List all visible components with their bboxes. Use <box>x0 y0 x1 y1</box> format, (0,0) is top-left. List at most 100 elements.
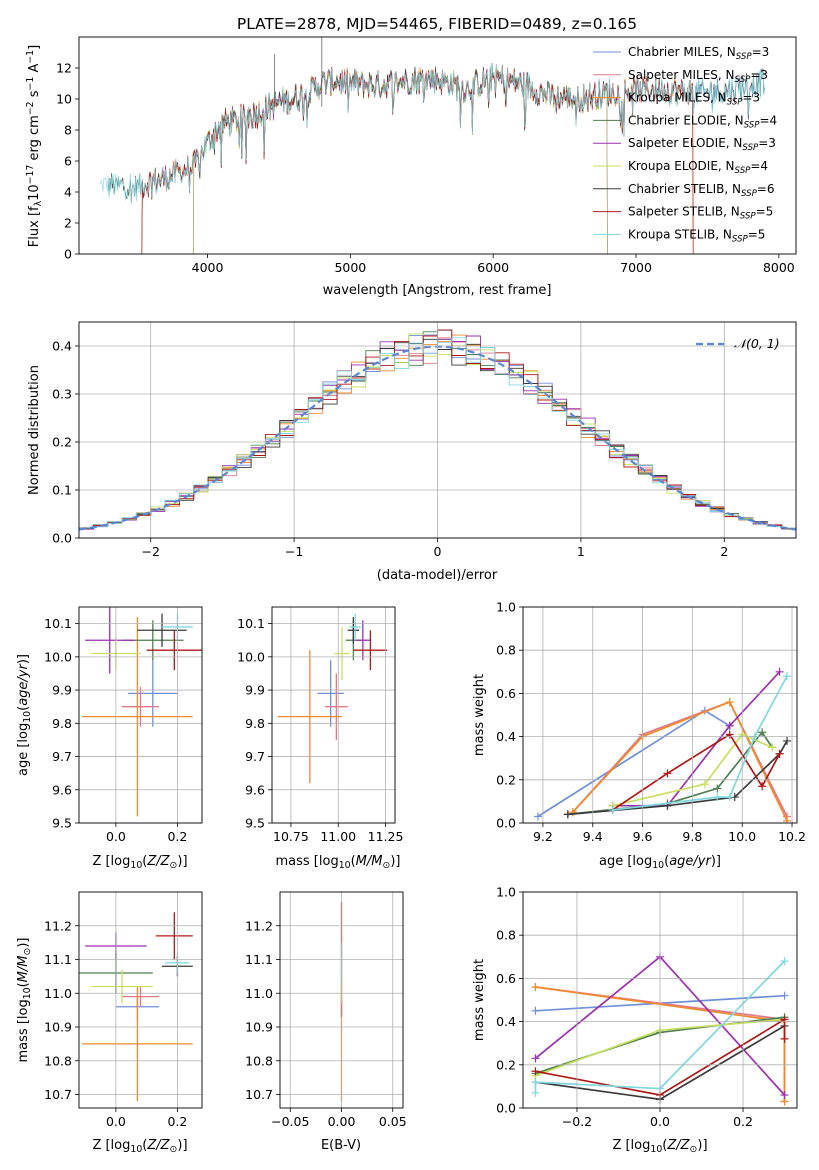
spectrum-panel: 4000 5000 6000 7000 8000 0 2 4 6 8 10 12 Chabrier MI… <box>25 36 797 298</box>
weight_vs_Z-ytick-label: 1.0 <box>496 885 516 900</box>
mass_vs_Z-ytick-label: 10.8 <box>44 1053 72 1068</box>
axes-frame <box>78 321 797 539</box>
residuals-xtick-label: −1 <box>285 544 303 559</box>
age-vs-Z-xlabel: Z [log10(Z/Z⊙)] <box>92 854 187 871</box>
weight_vs_age-xtick-label: 10.0 <box>728 829 756 844</box>
weight_vs_age-ytick-label: 0.2 <box>496 772 516 787</box>
age_vs_mass-panel: 10.75 11.00 11.25 9.5 9.6 9.7 9.8 9.9 10.0 10.1 ma… <box>237 606 403 871</box>
legend-label-kroupa_miles: Kroupa MILES, NSSP=3 <box>628 91 760 108</box>
weight-marker-chabrier_elodie <box>713 784 722 793</box>
age_vs_mass-ytick-label: 10.0 <box>237 649 265 664</box>
axes-frame <box>522 891 798 1109</box>
weight-marker-kroupa_stelib <box>780 957 789 966</box>
weight-marker-salpeter_elodie <box>725 721 734 730</box>
age_vs_Z-ytick-label: 10.0 <box>44 649 72 664</box>
age_vs_Z-ytick-label: 9.9 <box>52 683 72 698</box>
weight_vs_age-xtick-label: 9.4 <box>583 829 603 844</box>
spectrum-ytick-label: 12 <box>56 61 72 76</box>
residuals-xtick-label: 0 <box>434 544 442 559</box>
weight-vs-Z-xlabel: Z [log10(Z/Z⊙)] <box>612 1138 707 1155</box>
spectrum-ylabel: Flux [fλ10−17 erg cm−2 s−1 A−1] <box>25 45 44 247</box>
weight_vs_Z-xtick-label: 0.0 <box>650 1114 670 1129</box>
mass_vs_ebv-ytick-label: 11.1 <box>245 952 273 967</box>
weight-marker-kroupa_stelib <box>531 1078 540 1087</box>
legend-label-salpeter_stelib: Salpeter STELIB, NSSP=5 <box>628 205 773 222</box>
weight_vs_age-panel: 9.2 9.4 9.6 9.8 10.0 10.2 0.0 0.2 0.4 0.6 0.8 1.0 ag… <box>472 600 806 872</box>
weight-marker-kroupa_elodie <box>700 780 709 789</box>
weight-marker-salpeter_stelib <box>780 1034 789 1043</box>
weight_vs_Z-ytick-label: 0.4 <box>496 1014 516 1029</box>
residuals-ytick-label: 0.4 <box>52 339 72 354</box>
age_vs_mass-ytick-label: 9.9 <box>245 683 265 698</box>
mass_vs_ebv-ytick-label: 10.9 <box>245 1020 273 1035</box>
weight-marker-kroupa_stelib <box>608 806 617 815</box>
spectrum-ytick-label: 0 <box>64 247 72 262</box>
residuals-xtick-label: 1 <box>577 544 585 559</box>
axes-frame <box>78 606 203 824</box>
weight-vs-age-ylabel: mass weight <box>472 674 487 756</box>
legend-label-normal: 𝒩(0, 1) <box>734 336 780 351</box>
figure-title: PLATE=2878, MJD=54465, FIBERID=0489, z=0… <box>237 15 637 33</box>
axes-frame <box>271 606 396 824</box>
weight_vs_Z-ytick-label: 0.8 <box>496 928 516 943</box>
mass_vs_ebv-xtick-label: 0.05 <box>379 1114 407 1129</box>
residuals-ytick-label: 0.2 <box>52 435 72 450</box>
residuals-ylabel: Normed distribution <box>27 365 42 495</box>
weight_vs_age-ytick-label: 0.4 <box>496 729 516 744</box>
age_vs_Z-panel: 0.0 0.2 9.5 9.6 9.7 9.8 9.9 10.0 10.1 Z [log10(Z/… <box>16 606 203 871</box>
mass_vs_Z-ytick-label: 10.9 <box>44 1020 72 1035</box>
spectrum-xtick-label: 8000 <box>763 260 795 275</box>
residuals-xtick-label: −2 <box>141 544 159 559</box>
weight_vs_age-ytick-label: 0.0 <box>496 816 516 831</box>
weight-marker-salpeter_stelib <box>663 769 672 778</box>
weight_vs_age-plot-area <box>533 667 792 823</box>
age_vs_Z-plot-area <box>82 607 202 817</box>
weight-marker-salpeter_stelib <box>725 730 734 739</box>
weight_vs_Z-xtick-label: 0.2 <box>733 1114 753 1129</box>
age_vs_Z-ytick-label: 9.6 <box>52 782 72 797</box>
weight-marker-kroupa_miles <box>568 808 577 817</box>
weight_vs_Z-ytick-label: 0.6 <box>496 971 516 986</box>
axes-frame <box>279 891 404 1109</box>
weight_vs_age-ytick-label: 1.0 <box>496 600 516 615</box>
spectrum-ytick-label: 2 <box>64 216 72 231</box>
mass_vs_ebv-panel: −0.05 0.00 0.05 10.7 10.8 10.9 11.0 11.1 11.2 E(B… <box>245 891 407 1153</box>
legend-label-chabrier_elodie: Chabrier ELODIE, NSSP=4 <box>628 113 777 130</box>
weight_vs_age-xtick-label: 9.8 <box>682 829 702 844</box>
weight-vs-age-xlabel: age [log10(age/yr)] <box>599 854 721 871</box>
weight-marker-kroupa_stelib <box>713 793 722 802</box>
weight_vs_Z-ytick-label: 0.2 <box>496 1057 516 1072</box>
age_vs_mass-ytick-label: 9.5 <box>245 816 265 831</box>
weight_vs_age-xtick-label: 10.2 <box>778 829 806 844</box>
age_vs_Z-ytick-label: 9.8 <box>52 716 72 731</box>
weight_vs_age-xtick-label: 9.6 <box>633 829 653 844</box>
age_vs_Z-ytick-label: 9.7 <box>52 749 72 764</box>
residuals-ytick-label: 0.3 <box>52 387 72 402</box>
age_vs_Z-xtick-label: 0.2 <box>167 829 187 844</box>
mass_vs_Z-ytick-label: 10.7 <box>44 1087 72 1102</box>
spectrum-plot-area <box>100 37 765 254</box>
mass_vs_ebv-ytick-label: 10.7 <box>245 1087 273 1102</box>
residuals-xlabel: (data-model)/error <box>377 568 498 583</box>
mass_vs_ebv-ytick-label: 11.2 <box>245 918 273 933</box>
weight-marker-kroupa_stelib <box>783 672 792 681</box>
residuals-xtick-label: 2 <box>720 544 728 559</box>
weight-marker-kroupa_miles <box>531 983 540 992</box>
axes-frame <box>78 36 797 255</box>
mass_vs_Z-xtick-label: 0.2 <box>167 1114 187 1129</box>
mass_vs_Z-panel: 0.0 0.2 10.7 10.8 10.9 11.0 11.1 11.2 Z [log10(Z… <box>16 891 203 1155</box>
weight-marker-salpeter_stelib <box>531 1067 540 1076</box>
spectrum-ytick-label: 6 <box>64 154 72 169</box>
weight_vs_Z-xtick-label: −0.2 <box>562 1114 592 1129</box>
spectrum-legend: Chabrier MILES, NSSP=3 Salpeter MILES, NS… <box>593 45 777 244</box>
spectrum-xtick-label: 6000 <box>477 260 509 275</box>
mass_vs_ebv-xtick-label: −0.05 <box>271 1114 309 1129</box>
mass_vs_ebv-ytick-label: 11.0 <box>245 986 273 1001</box>
weight-line-salpeter_elodie <box>612 671 781 807</box>
legend-label-kroupa_elodie: Kroupa ELODIE, NSSP=4 <box>628 159 768 176</box>
spectrum-xtick-label: 4000 <box>192 260 224 275</box>
weight-marker-chabrier_miles <box>531 1006 540 1015</box>
weight-line-kroupa_miles <box>572 700 788 822</box>
age-vs-mass-xlabel: mass [log10(M/M⊙)] <box>276 854 401 871</box>
residuals-panel: −2 −1 0 1 2 0.0 0.1 0.2 0.3 0.4 𝒩(0, 1) (data-model… <box>27 321 797 583</box>
